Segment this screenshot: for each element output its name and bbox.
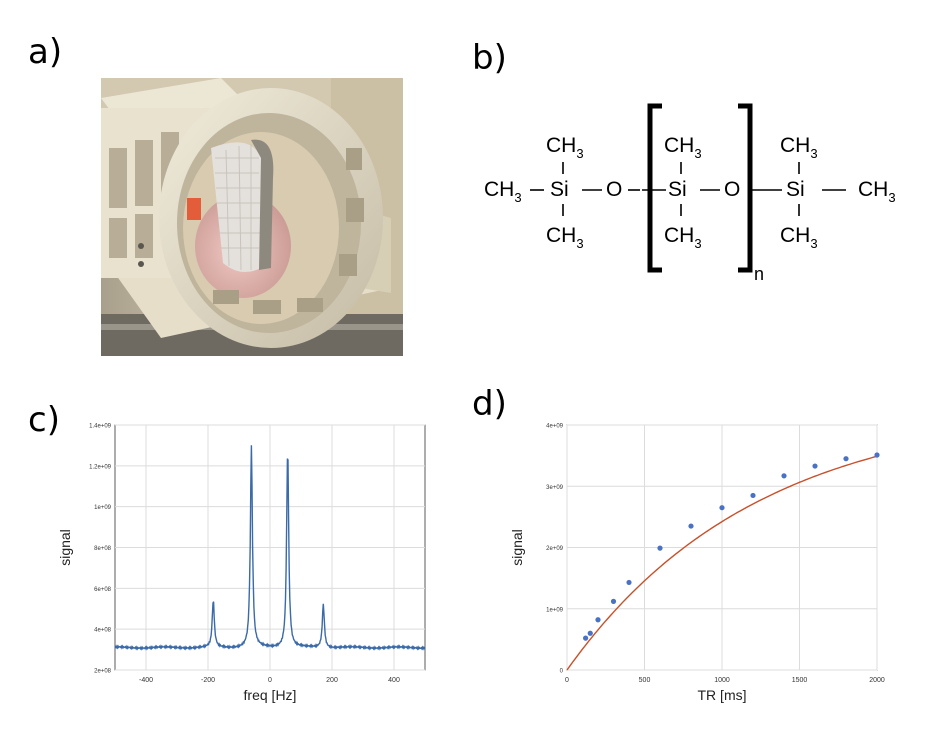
ch3-left-end: CH3 — [484, 178, 522, 205]
spectrum-x-axis-label: freq [Hz] — [244, 687, 297, 703]
pdms-structure-diagram: CH3 Si CH3 CH3 O Si CH3 CH3 O n Si CH3 C… — [484, 103, 896, 284]
t1-x-tick-label: 0 — [565, 677, 569, 684]
t1-data-point — [610, 598, 617, 604]
t1-x-tick-label: 1500 — [792, 677, 808, 684]
spectrum-y-axis-label: signal — [57, 529, 73, 566]
si-atom-1: Si — [550, 178, 569, 201]
panel-label-c: c) — [28, 400, 60, 440]
spectrum-y-tick-label: 1e+09 — [94, 505, 112, 511]
t1-x-tick-label: 2000 — [869, 677, 885, 684]
mri-coil-photo-icon — [101, 78, 403, 356]
t1-data-point — [688, 523, 694, 529]
t1-y-tick-label: 1e+09 — [546, 607, 564, 613]
t1-y-tick-label: 3e+09 — [546, 485, 564, 491]
spectrum-y-tick-label: 1.2e+09 — [89, 464, 112, 470]
t1-x-axis-label: TR [ms] — [698, 687, 747, 703]
left-bracket — [647, 103, 662, 273]
t1-recovery-chart: 0 500 1000 1500 2000 0 1e+09 2e+09 3e+09 4e+09 TR … — [510, 424, 885, 704]
repeat-n-label: n — [754, 264, 764, 284]
t1-data-point — [595, 617, 601, 623]
spectrum-series-line — [114, 445, 426, 651]
si-atom-3: Si — [786, 178, 805, 201]
t1-y-axis-label: signal — [510, 529, 525, 566]
ch3-bottom-3: CH3 — [780, 224, 818, 251]
spectrum-x-tick-label: 200 — [326, 677, 338, 684]
t1-data-point — [812, 463, 818, 469]
panel-label-d: d) — [472, 384, 507, 424]
spectrum-y-tick-label: 8e+08 — [94, 546, 112, 552]
t1-data-point — [587, 630, 593, 636]
panel-label-a: a) — [28, 32, 63, 72]
ch3-right-end: CH3 — [858, 178, 896, 205]
t1-data-point — [781, 473, 787, 479]
spectrum-y-tick-label: 6e+08 — [94, 587, 112, 593]
spectrum-x-tick-label: 0 — [268, 677, 272, 684]
spectrum-x-tick-label: -200 — [201, 677, 215, 684]
right-bracket — [738, 103, 753, 273]
spectrum-x-tick-label: 400 — [388, 677, 400, 684]
si-atom-2: Si — [668, 178, 687, 201]
ch3-top-3: CH3 — [780, 134, 818, 161]
t1-data-point — [719, 505, 725, 511]
spectrum-chart: -400 -200 0 200 400 2e+08 4e+08 6e+08 8e+08 1e+09… — [57, 424, 426, 703]
t1-x-tick-label: 500 — [639, 677, 651, 684]
t1-data-point — [843, 456, 849, 462]
ch3-bottom-2: CH3 — [664, 224, 702, 251]
t1-data-point — [874, 452, 880, 458]
t1-data-point — [750, 492, 756, 499]
spectrum-y-tick-label: 2e+08 — [94, 669, 112, 675]
t1-data-point — [657, 545, 663, 551]
ch3-bottom-1: CH3 — [546, 224, 584, 251]
oxygen-atom-2: O — [724, 178, 740, 201]
t1-y-tick-label: 2e+09 — [546, 546, 564, 552]
ch3-top-2: CH3 — [664, 134, 702, 161]
ch3-top-1: CH3 — [546, 134, 584, 161]
spectrum-y-tick-label: 1.4e+09 — [89, 424, 112, 430]
t1-x-tick-label: 1000 — [714, 677, 730, 684]
t1-y-tick-label: 0 — [560, 669, 564, 675]
panel-label-b: b) — [472, 38, 507, 78]
oxygen-atom-1: O — [606, 178, 622, 201]
spectrum-x-tick-label: -400 — [139, 677, 153, 684]
spectrum-y-tick-label: 4e+08 — [94, 628, 112, 634]
t1-fit-curve — [566, 455, 878, 671]
t1-data-point — [626, 579, 632, 586]
t1-data-point — [583, 635, 589, 641]
t1-y-tick-label: 4e+09 — [546, 424, 564, 430]
